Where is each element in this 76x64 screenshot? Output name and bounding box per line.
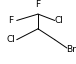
Text: Cl: Cl [6,35,15,44]
Text: Cl: Cl [55,16,64,25]
Text: F: F [35,0,41,9]
Text: F: F [8,16,13,25]
Text: Br: Br [66,45,76,54]
